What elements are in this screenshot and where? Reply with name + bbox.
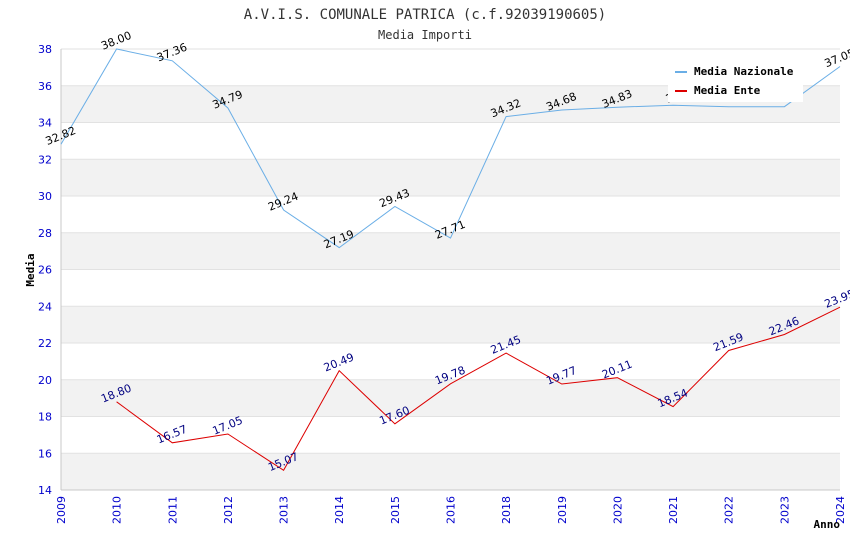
x-tick-label: 2013 xyxy=(278,496,291,524)
x-tick-label: 2016 xyxy=(445,496,458,524)
x-tick-label: 2015 xyxy=(389,496,402,524)
grid-band xyxy=(61,159,840,196)
grid-band xyxy=(61,306,840,343)
x-tick-label: 2023 xyxy=(778,496,791,524)
y-tick-label: 32 xyxy=(38,153,52,166)
y-tick-label: 38 xyxy=(38,43,52,56)
y-tick-label: 30 xyxy=(38,190,52,203)
x-tick-label: 2022 xyxy=(723,496,736,524)
x-tick-label: 2009 xyxy=(55,496,68,524)
y-tick-label: 14 xyxy=(38,484,52,497)
y-tick-label: 20 xyxy=(38,374,52,387)
y-tick-label: 34 xyxy=(38,117,52,130)
grid-band xyxy=(61,453,840,490)
chart-subtitle: Media Importi xyxy=(378,28,472,42)
x-tick-label: 2014 xyxy=(333,496,346,524)
x-tick-label: 2019 xyxy=(556,496,569,524)
x-tick-label: 2011 xyxy=(166,496,179,524)
legend: Media Nazionale Media Ente xyxy=(668,60,803,102)
x-tick-label: 2021 xyxy=(667,496,680,524)
legend-box xyxy=(668,60,803,102)
y-tick-label: 24 xyxy=(38,300,52,313)
y-axis: 14 16 18 20 22 24 26 28 30 32 34 36 38 xyxy=(38,43,52,497)
x-tick-label: 2012 xyxy=(222,496,235,524)
y-tick-label: 22 xyxy=(38,337,52,350)
y-tick-label: 26 xyxy=(38,264,52,277)
chart-title: A.V.I.S. COMUNALE PATRICA (c.f.920391906… xyxy=(244,7,606,23)
series-line-0 xyxy=(60,48,841,249)
series-lines xyxy=(60,48,841,472)
series-line-1 xyxy=(116,306,841,472)
y-tick-label: 36 xyxy=(38,80,52,93)
x-tick-label: 2024 xyxy=(834,496,847,524)
grid-band xyxy=(61,232,840,270)
y-axis-label: Media xyxy=(24,253,37,286)
x-axis-label: Anno xyxy=(814,518,841,531)
grid-band xyxy=(61,379,840,417)
grid-bands xyxy=(60,48,840,491)
x-tick-label: 2020 xyxy=(611,496,624,524)
y-tick-label: 28 xyxy=(38,227,52,240)
legend-label-nazionale: Media Nazionale xyxy=(694,65,794,78)
y-tick-label: 16 xyxy=(38,447,52,460)
legend-label-ente: Media Ente xyxy=(694,84,761,97)
y-tick-label: 18 xyxy=(38,411,52,424)
x-tick-label: 2010 xyxy=(111,496,124,524)
x-tick-label: 2018 xyxy=(500,496,513,524)
x-axis: 2009 2010 2011 2012 2013 2014 2015 2016 2018 2019… xyxy=(55,496,847,524)
